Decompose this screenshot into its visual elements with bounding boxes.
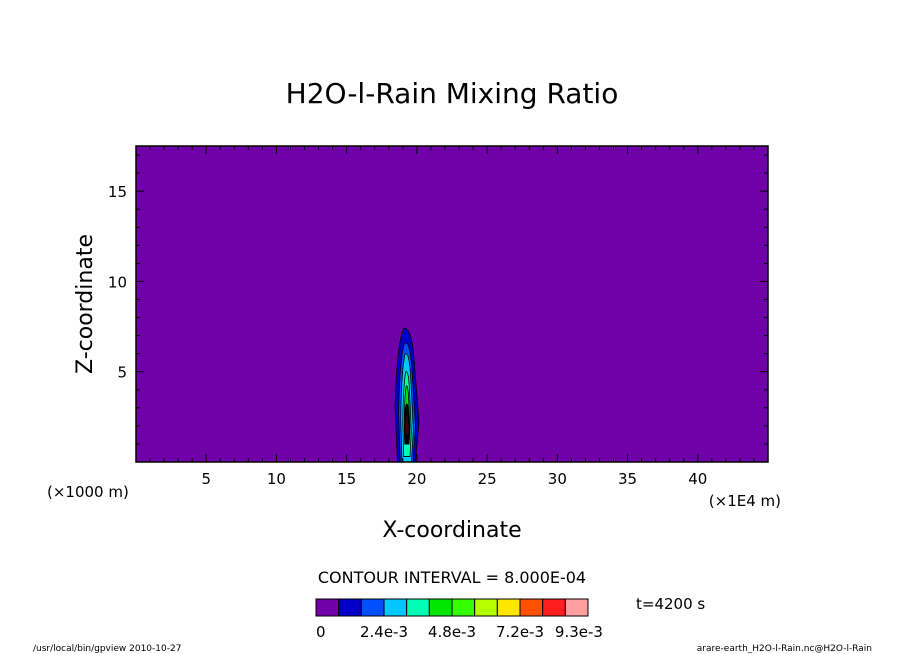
colorbar-label: 9.3e-3 <box>555 623 603 641</box>
colorbar-label: 4.8e-3 <box>428 623 476 641</box>
x-unit-right: (×1E4 m) <box>709 492 781 510</box>
x-tick-label: 5 <box>201 470 211 488</box>
x-tick-label: 30 <box>548 470 567 488</box>
x-tick-label: 35 <box>618 470 637 488</box>
footer-left: /usr/local/bin/gpview 2010-10-27 <box>33 644 181 654</box>
y-tick-label: 10 <box>108 273 127 291</box>
y-axis-label: Z-coordinate <box>73 234 98 374</box>
colorbar-swatch <box>496 598 521 617</box>
plume-level-6 <box>404 414 410 436</box>
chart-title: H2O-l-Rain Mixing Ratio <box>286 77 619 110</box>
colorbar-label: 2.4e-3 <box>360 623 408 641</box>
axis-ticks <box>136 146 768 462</box>
colorbar-swatch <box>451 598 476 617</box>
colorbar-swatch <box>474 598 498 617</box>
plot-frame <box>135 145 769 463</box>
x-tick-labels: 5 10 15 20 25 30 35 40 <box>201 470 707 488</box>
contour-interval: CONTOUR INTERVAL = 8.000E-04 <box>318 568 586 587</box>
colorbar-swatch <box>338 598 362 617</box>
colorbar-swatch <box>542 598 566 617</box>
colorbar-swatch <box>360 598 385 617</box>
y-tick-label: 15 <box>108 183 127 201</box>
x-axis-label: X-coordinate <box>382 518 521 543</box>
colorbar-label: 7.2e-3 <box>496 623 544 641</box>
y-tick-label: 5 <box>117 364 127 382</box>
colorbar-swatch <box>428 598 453 617</box>
x-tick-label: 15 <box>337 470 356 488</box>
colorbar <box>315 598 589 617</box>
colorbar-swatch <box>519 598 544 617</box>
colorbar-swatch <box>315 598 340 617</box>
plot-background <box>136 146 768 462</box>
x-tick-label: 10 <box>267 470 286 488</box>
x-unit-left: (×1000 m) <box>47 483 129 501</box>
time-label: t=4200 s <box>636 595 705 613</box>
rain-plume <box>394 327 420 463</box>
colorbar-label: 0 <box>316 623 326 641</box>
x-tick-label: 25 <box>478 470 497 488</box>
colorbar-swatch <box>564 598 589 617</box>
colorbar-swatch <box>383 598 408 617</box>
colorbar-labels: 0 2.4e-3 4.8e-3 7.2e-3 9.3e-3 <box>316 623 603 641</box>
footer-right: arare-earth_H2O-l-Rain.nc@H2O-l-Rain <box>697 644 872 654</box>
plot-area <box>135 145 769 463</box>
x-tick-label: 40 <box>688 470 707 488</box>
colorbar-swatch <box>406 598 430 617</box>
x-tick-label: 20 <box>407 470 426 488</box>
y-tick-labels: 5 10 15 <box>108 183 127 382</box>
